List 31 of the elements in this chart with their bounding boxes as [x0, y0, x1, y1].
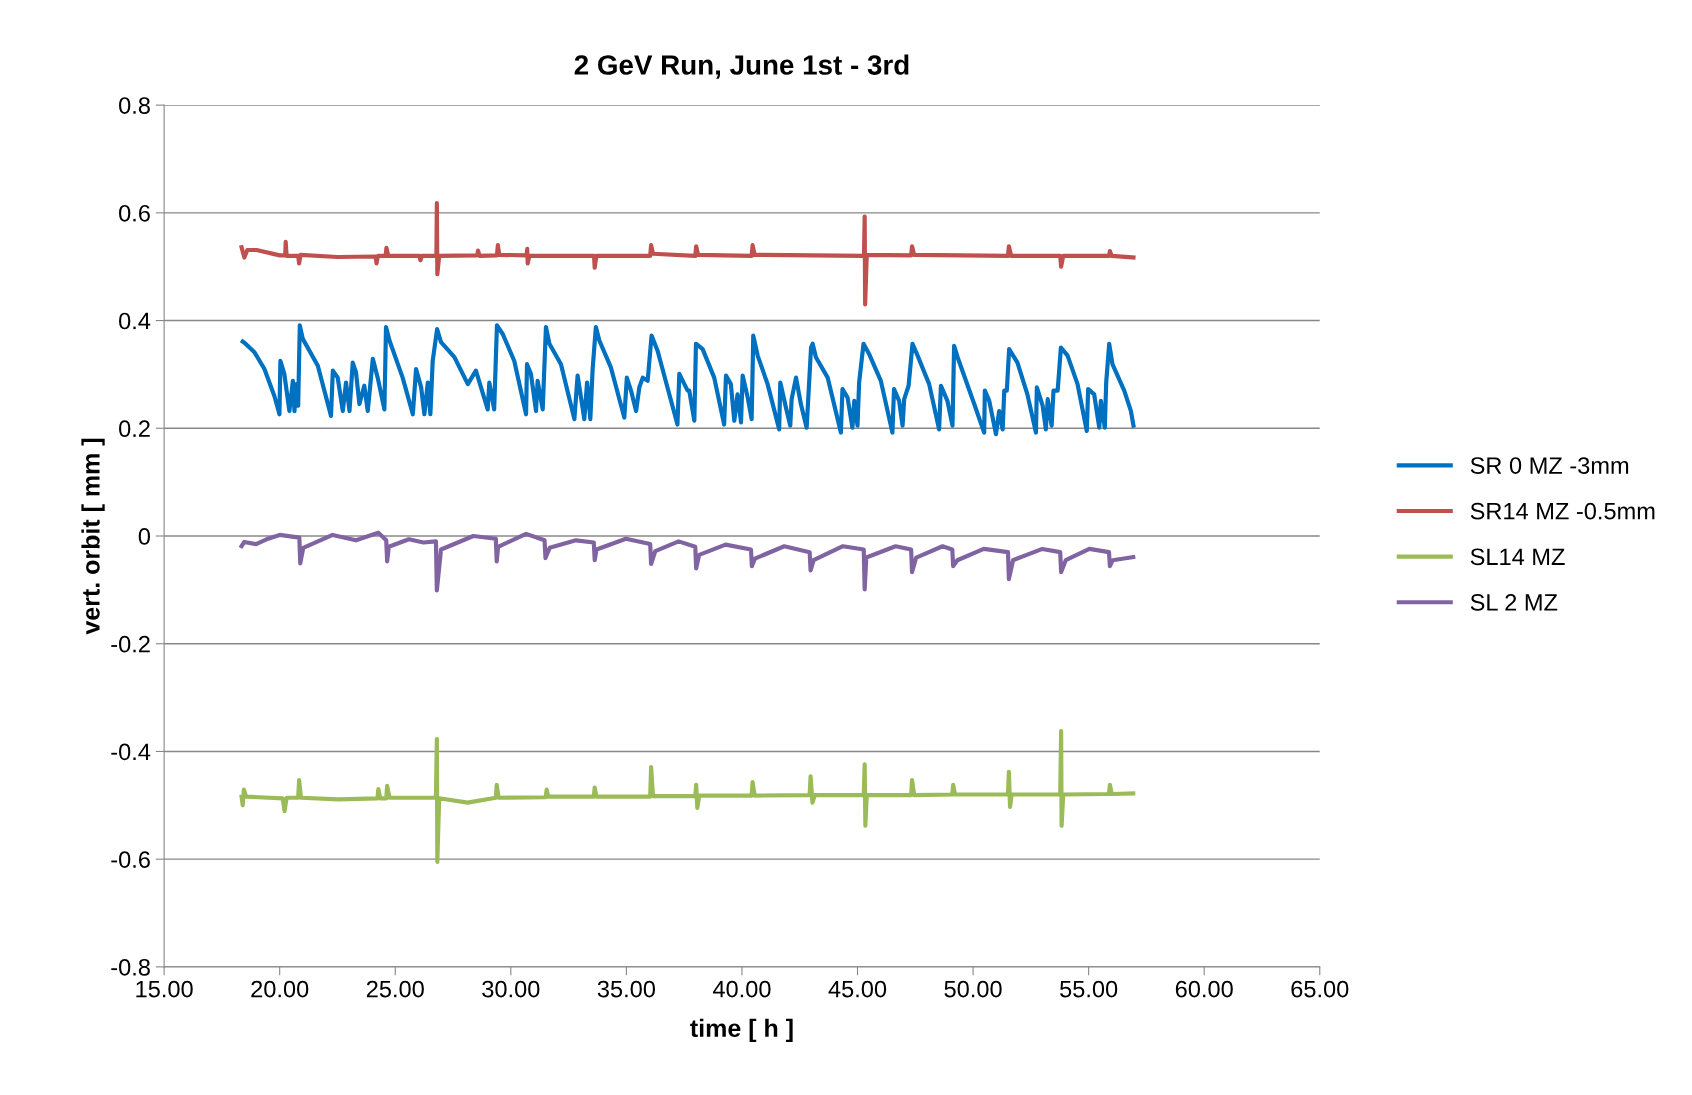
legend-label: SL 2 MZ	[1470, 594, 1558, 611]
line-series	[239, 530, 1136, 593]
x-tick-label: 45.00	[828, 980, 887, 998]
x-tick-label: 15.00	[136, 980, 193, 998]
x-axis-title: time [ h ]	[690, 1018, 793, 1043]
y-tick-label: 0.6	[119, 204, 150, 222]
x-tick-label: 35.00	[597, 980, 655, 998]
legend-label: SR14 MZ -0.5mm	[1470, 502, 1655, 520]
x-tick-label: 30.00	[482, 980, 540, 998]
y-tick-label: -0.6	[111, 851, 150, 868]
line-series	[240, 323, 1136, 437]
x-tick-label: 50.00	[944, 980, 1002, 998]
y-tick-label: 0.4	[119, 312, 151, 330]
x-tick-label: 55.00	[1060, 980, 1118, 998]
y-tick-label: -0.2	[111, 635, 150, 653]
y-tick-label: 0.8	[119, 97, 150, 114]
x-tick-label: 40.00	[712, 980, 771, 998]
chart-title: 2 GeV Run, June 1st - 3rd	[574, 54, 909, 79]
line-series	[239, 728, 1136, 864]
line-series	[239, 201, 1136, 307]
y-axis-title: vert. orbit [ mm ]	[81, 438, 105, 635]
y-tick-label: -0.8	[111, 958, 150, 976]
y-tick-label: 0	[138, 528, 151, 545]
legend-label: SL14 MZ	[1470, 548, 1565, 566]
x-tick-label: 65.00	[1291, 980, 1349, 998]
y-tick-label: 0.2	[119, 420, 150, 438]
y-tick-label: -0.4	[111, 743, 151, 761]
x-tick-label: 60.00	[1175, 980, 1233, 998]
x-tick-label: 25.00	[366, 980, 424, 998]
legend-label: SR 0 MZ -3mm	[1470, 457, 1629, 474]
x-tick-label: 20.00	[251, 980, 309, 998]
